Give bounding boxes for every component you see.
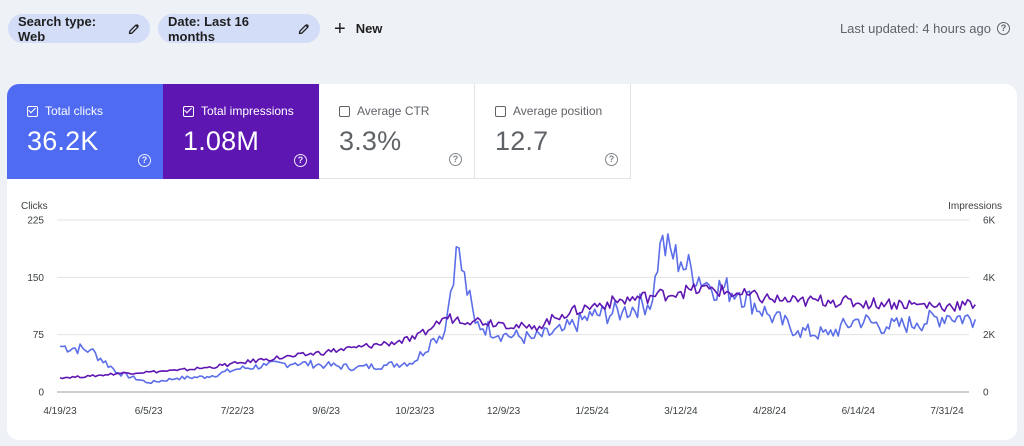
x-tick-label: 4/28/24: [753, 406, 787, 417]
filter-toolbar: Search type: Web Date: Last 16 months + …: [0, 0, 1024, 58]
pencil-icon[interactable]: [128, 23, 140, 35]
x-tick-label: 4/19/23: [43, 406, 77, 417]
x-tick-label: 6/14/24: [842, 406, 876, 417]
right-tick-label: 0: [983, 388, 989, 399]
left-tick-label: 150: [27, 273, 44, 284]
date-filter-chip[interactable]: Date: Last 16 months: [158, 14, 320, 43]
x-tick-label: 1/25/24: [576, 406, 610, 417]
x-tick-label: 7/31/24: [930, 406, 964, 417]
date-label: Date: Last 16 months: [168, 14, 290, 44]
plus-icon: +: [334, 19, 346, 39]
left-tick-label: 75: [33, 330, 45, 341]
right-axis-label: Impressions: [948, 201, 1002, 212]
series-line-clicks[interactable]: [60, 234, 975, 383]
x-tick-label: 12/9/23: [487, 406, 521, 417]
x-tick-label: 10/23/23: [395, 406, 434, 417]
x-tick-label: 6/5/23: [135, 406, 163, 417]
right-tick-label: 2K: [983, 330, 996, 341]
left-tick-label: 225: [27, 216, 44, 227]
search-type-label: Search type: Web: [18, 14, 120, 44]
x-tick-label: 7/22/23: [221, 406, 255, 417]
x-tick-label: 9/6/23: [312, 406, 340, 417]
performance-card: Total clicks 36.2K ? Total impressions 1…: [7, 84, 1017, 440]
last-updated-text: Last updated: 4 hours ago: [840, 21, 991, 36]
pencil-icon[interactable]: [298, 23, 310, 35]
right-tick-label: 4K: [983, 273, 996, 284]
right-tick-label: 6K: [983, 216, 996, 227]
last-updated-status: Last updated: 4 hours ago ?: [840, 14, 1010, 43]
performance-chart[interactable]: Clicks Impressions 225 6K 150 4K 75 2K 0 0 4/19/…: [7, 84, 1017, 440]
help-icon[interactable]: ?: [997, 22, 1010, 35]
search-type-filter-chip[interactable]: Search type: Web: [8, 14, 150, 43]
x-tick-label: 3/12/24: [664, 406, 698, 417]
left-tick-label: 0: [38, 388, 44, 399]
left-axis-label: Clicks: [21, 201, 48, 212]
new-filter-button[interactable]: + New: [334, 14, 382, 43]
new-label: New: [356, 21, 383, 36]
